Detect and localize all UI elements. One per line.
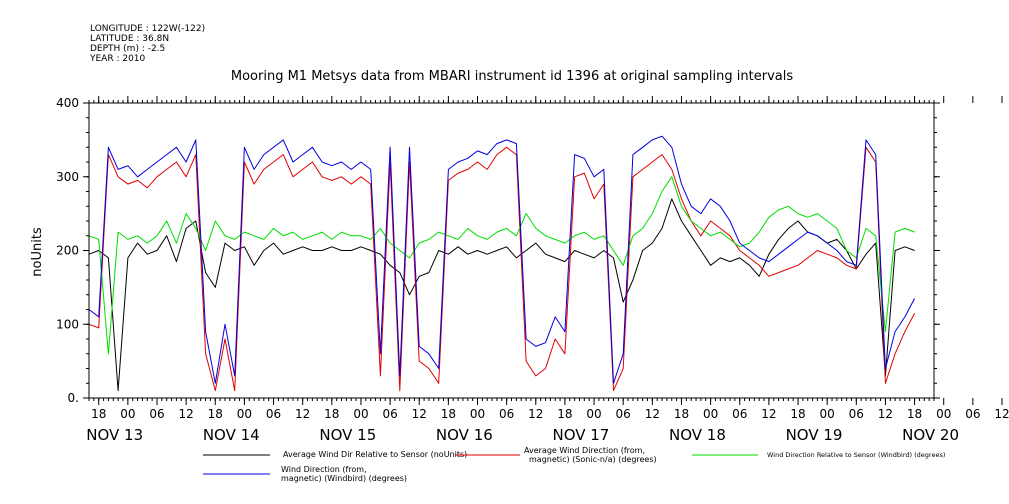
x-hour-label: 18 xyxy=(674,407,689,421)
series-line-3 xyxy=(88,135,916,384)
x-hour-label: 12 xyxy=(761,407,776,421)
x-hour-label: 00 xyxy=(120,407,135,421)
x-hour-label: 18 xyxy=(441,407,456,421)
x-hour-label: 06 xyxy=(965,407,980,421)
series-line-2 xyxy=(88,176,915,355)
y-tick-label: 300 xyxy=(56,170,79,184)
year-label: YEAR : 2010 xyxy=(89,54,146,64)
legend: Average Wind Dir Relative to Sensor (noU… xyxy=(203,446,945,483)
x-hour-label: 12 xyxy=(412,407,427,421)
depth-label: DEPTH (m) : -2.5 xyxy=(90,44,165,54)
longitude-label: LONGITUDE : 122W(-122) xyxy=(90,24,205,34)
x-day-label: NOV 16 xyxy=(436,426,493,444)
x-day-label: NOV 14 xyxy=(203,426,260,444)
x-day-label: NOV 18 xyxy=(669,426,726,444)
x-hour-label: 18 xyxy=(557,407,572,421)
x-hour-label: 06 xyxy=(382,407,397,421)
y-tick-label: 200 xyxy=(56,244,79,258)
series-layer xyxy=(88,135,916,392)
x-hour-label: 00 xyxy=(470,407,485,421)
x-hour-label: 00 xyxy=(353,407,368,421)
metadata-block: LONGITUDE : 122W(-122) LATITUDE : 36.8N … xyxy=(89,24,205,64)
x-hour-label: 12 xyxy=(645,407,660,421)
legend-label-red-1: Average Wind Direction (from, xyxy=(524,446,645,455)
x-day-label: NOV 13 xyxy=(86,426,143,444)
x-hour-label: 12 xyxy=(994,407,1009,421)
x-hour-label: 18 xyxy=(208,407,223,421)
y-tick-label: 400 xyxy=(56,96,79,110)
x-hour-label: 18 xyxy=(790,407,805,421)
legend-label-green: Wind Direction Relative to Sensor (Windb… xyxy=(767,451,945,459)
x-hour-label: 06 xyxy=(499,407,514,421)
legend-label-blue-1: Wind Direction (from, xyxy=(281,465,367,474)
y-axis-label: noUnits xyxy=(30,227,45,277)
axes-layer: 0. 100 200 300 400 18 00 06 12 18 00 06 12 18 00 06 12 18… xyxy=(56,96,1009,444)
x-hour-label: 18 xyxy=(907,407,922,421)
legend-label-red-2: magnetic) (Sonic-n/a) (degrees) xyxy=(529,455,657,464)
y-tick-label: 100 xyxy=(56,317,79,331)
x-hour-label: 18 xyxy=(324,407,339,421)
x-hour-label: 06 xyxy=(616,407,631,421)
series-line-1 xyxy=(88,146,916,392)
x-hour-label: 06 xyxy=(849,407,864,421)
x-hour-label: 00 xyxy=(703,407,718,421)
x-hour-label: 12 xyxy=(295,407,310,421)
latitude-label: LATITUDE : 36.8N xyxy=(90,34,169,44)
plot-frame xyxy=(88,102,935,399)
x-hour-label: 00 xyxy=(936,407,951,421)
x-day-label: NOV 20 xyxy=(902,426,959,444)
x-hour-label: 06 xyxy=(732,407,747,421)
x-hour-label: 00 xyxy=(820,407,835,421)
y-tick-label: 0. xyxy=(68,391,79,405)
legend-label-black: Average Wind Dir Relative to Sensor (noU… xyxy=(283,450,467,459)
x-hour-label: 00 xyxy=(586,407,601,421)
x-day-label: NOV 17 xyxy=(552,426,609,444)
x-hour-label: 12 xyxy=(178,407,193,421)
x-hour-label: 12 xyxy=(528,407,543,421)
x-hour-label: 00 xyxy=(237,407,252,421)
x-day-label: NOV 19 xyxy=(786,426,843,444)
series-line-0 xyxy=(88,198,915,392)
x-day-label: NOV 15 xyxy=(319,426,376,444)
legend-label-blue-2: magnetic) (Windbird) (degrees) xyxy=(281,474,407,483)
x-hour-label: 12 xyxy=(878,407,893,421)
x-hour-label: 06 xyxy=(266,407,281,421)
x-hour-label: 06 xyxy=(149,407,164,421)
chart-title: Mooring M1 Metsys data from MBARI instru… xyxy=(231,69,793,84)
x-hour-label: 18 xyxy=(91,407,106,421)
